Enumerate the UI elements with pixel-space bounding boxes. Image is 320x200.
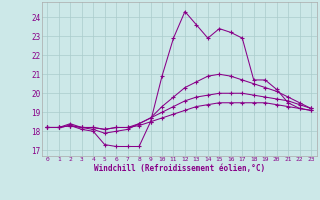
X-axis label: Windchill (Refroidissement éolien,°C): Windchill (Refroidissement éolien,°C) — [94, 164, 265, 173]
